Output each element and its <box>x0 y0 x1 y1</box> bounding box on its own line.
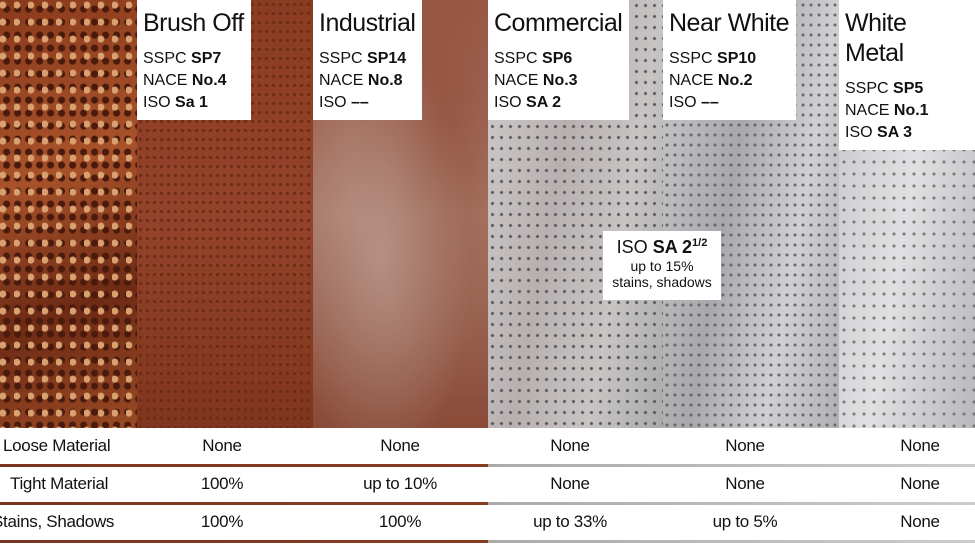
row-value: None <box>550 436 590 455</box>
row-value: None <box>900 436 940 455</box>
row-value: 100% <box>200 474 244 493</box>
standard-label-4: White Metal SSPC SP5 NACE No.1 ISO SA 3 <box>839 0 975 150</box>
row-value: None <box>900 474 940 493</box>
table-row: Loose Material None None None None None <box>0 428 975 464</box>
iso-line: ISO SA 2 <box>494 94 561 111</box>
sspc-line: SSPC SP6 <box>494 50 573 67</box>
sspc-line: SSPC SP5 <box>845 80 924 97</box>
table-row: Stains, Shadows 100% 100% up to 33% up to 5%… <box>0 504 975 540</box>
sspc-line: SSPC SP10 <box>669 50 757 67</box>
sspc-line: SSPC SP14 <box>319 50 407 67</box>
nace-line: NACE No.8 <box>319 72 403 89</box>
standard-label-0: Brush Off SSPC SP7 NACE No.4 ISO Sa 1 <box>137 0 251 120</box>
row-value: None <box>202 436 242 455</box>
row-value: None <box>725 436 765 455</box>
iso-line: ISO –– <box>669 94 719 111</box>
row-value: None <box>725 474 765 493</box>
iso-line: ISO SA 3 <box>845 124 912 141</box>
nace-line: NACE No.3 <box>494 72 578 89</box>
iso-line: ISO Sa 1 <box>143 94 208 111</box>
row-value: 100% <box>200 512 244 531</box>
callout-line2: stains, shadows <box>612 274 712 290</box>
rust-sample-original <box>0 0 137 428</box>
standard-title: Near White <box>669 9 790 37</box>
callout-sup: 1/2 <box>692 237 708 249</box>
standard-title: White Metal <box>845 9 907 67</box>
row-value: None <box>380 436 420 455</box>
standard-label-3: Near White SSPC SP10 NACE No.2 ISO –– <box>663 0 797 120</box>
nace-line: NACE No.1 <box>845 102 929 119</box>
row-value: up to 33% <box>533 512 607 531</box>
table-row: Tight Material 100% up to 10% None None None <box>0 466 975 502</box>
texture-divider <box>0 464 975 467</box>
row-label: Loose Material <box>3 436 111 455</box>
sspc-line: SSPC SP7 <box>143 50 222 67</box>
row-value: up to 5% <box>712 512 778 531</box>
row-value: 100% <box>378 512 422 531</box>
iso-sa-2-5-callout: ISO SA 21/2 up to 15% stains, shadows <box>603 231 721 300</box>
nace-line: NACE No.2 <box>669 72 753 89</box>
iso-line: ISO –– <box>319 94 369 111</box>
standard-title: Commercial <box>494 9 623 37</box>
row-value: None <box>550 474 590 493</box>
texture-divider <box>0 502 975 505</box>
nace-line: NACE No.4 <box>143 72 227 89</box>
row-label: Stains, Shadows <box>0 512 115 531</box>
callout-grade: SA 2 <box>652 237 693 257</box>
standard-label-1: Industrial SSPC SP14 NACE No.8 ISO –– <box>313 0 423 120</box>
standard-title: Brush Off <box>143 9 244 37</box>
standard-label-2: Commercial SSPC SP6 NACE No.3 ISO SA 2 <box>488 0 630 120</box>
row-label: Tight Material <box>10 474 109 493</box>
texture-divider <box>0 540 975 543</box>
callout-line1: up to 15% <box>630 258 694 274</box>
row-value: up to 10% <box>363 474 437 493</box>
standard-title: Industrial <box>319 9 416 37</box>
row-value: None <box>900 512 940 531</box>
callout-iso: ISO <box>616 237 648 257</box>
